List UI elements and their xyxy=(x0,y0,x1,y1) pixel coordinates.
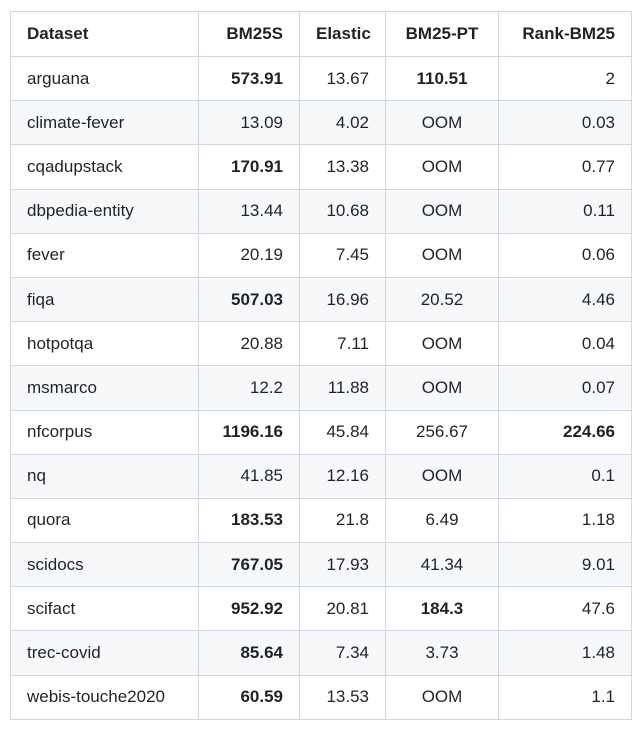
bm25-pt-cell: OOM xyxy=(385,188,499,234)
rank-bm25-cell: 0.03 xyxy=(498,100,632,146)
elastic-cell: 7.45 xyxy=(299,232,386,278)
dataset-cell: scidocs xyxy=(10,542,199,588)
table-row: climate-fever 13.09 4.02 OOM 0.03 xyxy=(10,100,632,146)
rank-bm25-cell: 0.77 xyxy=(498,144,632,190)
rank-bm25-cell: 0.07 xyxy=(498,365,632,411)
dataset-cell: msmarco xyxy=(10,365,199,411)
bm25s-cell: 507.03 xyxy=(198,276,300,323)
bm25-pt-cell: 41.34 xyxy=(385,542,499,588)
elastic-cell: 10.68 xyxy=(299,188,386,234)
rank-bm25-cell: 0.11 xyxy=(498,188,632,234)
bm25-pt-cell: 3.73 xyxy=(385,630,499,676)
rank-bm25-cell: 1.48 xyxy=(498,630,632,676)
bm25s-cell: 60.59 xyxy=(198,674,300,720)
bm25s-cell: 13.44 xyxy=(198,188,300,234)
header-elastic: Elastic xyxy=(299,11,386,57)
bm25-pt-cell: 6.49 xyxy=(385,497,499,544)
bm25s-cell: 12.2 xyxy=(198,365,300,411)
header-rank-bm25: Rank-BM25 xyxy=(498,11,632,57)
table-row: nq 41.85 12.16 OOM 0.1 xyxy=(10,453,632,499)
bm25s-cell: 85.64 xyxy=(198,630,300,676)
rank-bm25-cell: 1.18 xyxy=(498,497,632,544)
table-row: webis-touche2020 60.59 13.53 OOM 1.1 xyxy=(10,674,632,720)
elastic-cell: 11.88 xyxy=(299,365,386,411)
bm25s-cell: 170.91 xyxy=(198,144,300,190)
rank-bm25-cell: 9.01 xyxy=(498,542,632,588)
table-row: nfcorpus 1196.16 45.84 256.67 224.66 xyxy=(10,409,632,455)
elastic-cell: 7.11 xyxy=(299,321,386,367)
table-row: cqadupstack 170.91 13.38 OOM 0.77 xyxy=(10,144,632,190)
benchmark-table: Dataset BM25S Elastic BM25-PT Rank-BM25 … xyxy=(10,11,632,720)
dataset-cell: arguana xyxy=(10,55,199,102)
dataset-cell: fiqa xyxy=(10,276,199,323)
dataset-cell: nfcorpus xyxy=(10,409,199,455)
bm25s-cell: 20.88 xyxy=(198,321,300,367)
table-row: trec-covid 85.64 7.34 3.73 1.48 xyxy=(10,630,632,676)
table-header: Dataset BM25S Elastic BM25-PT Rank-BM25 xyxy=(10,11,632,57)
dataset-cell: fever xyxy=(10,232,199,278)
table-row: msmarco 12.2 11.88 OOM 0.07 xyxy=(10,365,632,411)
bm25s-cell: 1196.16 xyxy=(198,409,300,455)
bm25s-cell: 767.05 xyxy=(198,542,300,588)
table-row: quora 183.53 21.8 6.49 1.18 xyxy=(10,497,632,544)
elastic-cell: 13.67 xyxy=(299,55,386,102)
rank-bm25-cell: 0.06 xyxy=(498,232,632,278)
dataset-cell: quora xyxy=(10,497,199,544)
elastic-cell: 13.53 xyxy=(299,674,386,720)
rank-bm25-cell: 0.04 xyxy=(498,321,632,367)
dataset-cell: webis-touche2020 xyxy=(10,674,199,720)
dataset-cell: nq xyxy=(10,453,199,499)
table-row: fever 20.19 7.45 OOM 0.06 xyxy=(10,232,632,278)
bm25s-cell: 573.91 xyxy=(198,55,300,102)
header-dataset: Dataset xyxy=(10,11,199,57)
table-body: arguana 573.91 13.67 110.51 2 climate-fever 13… xyxy=(10,55,632,720)
dataset-cell: dbpedia-entity xyxy=(10,188,199,234)
elastic-cell: 7.34 xyxy=(299,630,386,676)
elastic-cell: 16.96 xyxy=(299,276,386,323)
header-bm25s: BM25S xyxy=(198,11,300,57)
dataset-cell: trec-covid xyxy=(10,630,199,676)
rank-bm25-cell: 1.1 xyxy=(498,674,632,720)
bm25-pt-cell: OOM xyxy=(385,232,499,278)
bm25-pt-cell: OOM xyxy=(385,453,499,499)
elastic-cell: 4.02 xyxy=(299,100,386,146)
bm25-pt-cell: 20.52 xyxy=(385,276,499,323)
bm25s-cell: 952.92 xyxy=(198,586,300,632)
header-row: Dataset BM25S Elastic BM25-PT Rank-BM25 xyxy=(10,11,632,57)
bm25-pt-cell: OOM xyxy=(385,144,499,190)
rank-bm25-cell: 0.1 xyxy=(498,453,632,499)
header-bm25-pt: BM25-PT xyxy=(385,11,499,57)
bm25-pt-cell: 110.51 xyxy=(385,55,499,102)
bm25s-cell: 41.85 xyxy=(198,453,300,499)
elastic-cell: 17.93 xyxy=(299,542,386,588)
bm25-pt-cell: OOM xyxy=(385,321,499,367)
rank-bm25-cell: 4.46 xyxy=(498,276,632,323)
table-row: arguana 573.91 13.67 110.51 2 xyxy=(10,55,632,102)
bm25s-cell: 20.19 xyxy=(198,232,300,278)
dataset-cell: climate-fever xyxy=(10,100,199,146)
bm25-pt-cell: 256.67 xyxy=(385,409,499,455)
bm25-pt-cell: OOM xyxy=(385,365,499,411)
bm25s-cell: 13.09 xyxy=(198,100,300,146)
dataset-cell: hotpotqa xyxy=(10,321,199,367)
dataset-cell: cqadupstack xyxy=(10,144,199,190)
bm25s-cell: 183.53 xyxy=(198,497,300,544)
dataset-cell: scifact xyxy=(10,586,199,632)
table-row: hotpotqa 20.88 7.11 OOM 0.04 xyxy=(10,321,632,367)
rank-bm25-cell: 224.66 xyxy=(498,409,632,455)
rank-bm25-cell: 2 xyxy=(498,55,632,102)
table-row: dbpedia-entity 13.44 10.68 OOM 0.11 xyxy=(10,188,632,234)
table-row: scidocs 767.05 17.93 41.34 9.01 xyxy=(10,542,632,588)
elastic-cell: 21.8 xyxy=(299,497,386,544)
bm25-pt-cell: OOM xyxy=(385,100,499,146)
bm25-pt-cell: 184.3 xyxy=(385,586,499,632)
table-row: scifact 952.92 20.81 184.3 47.6 xyxy=(10,586,632,632)
elastic-cell: 13.38 xyxy=(299,144,386,190)
elastic-cell: 12.16 xyxy=(299,453,386,499)
elastic-cell: 20.81 xyxy=(299,586,386,632)
bm25-pt-cell: OOM xyxy=(385,674,499,720)
table-row: fiqa 507.03 16.96 20.52 4.46 xyxy=(10,276,632,323)
rank-bm25-cell: 47.6 xyxy=(498,586,632,632)
elastic-cell: 45.84 xyxy=(299,409,386,455)
